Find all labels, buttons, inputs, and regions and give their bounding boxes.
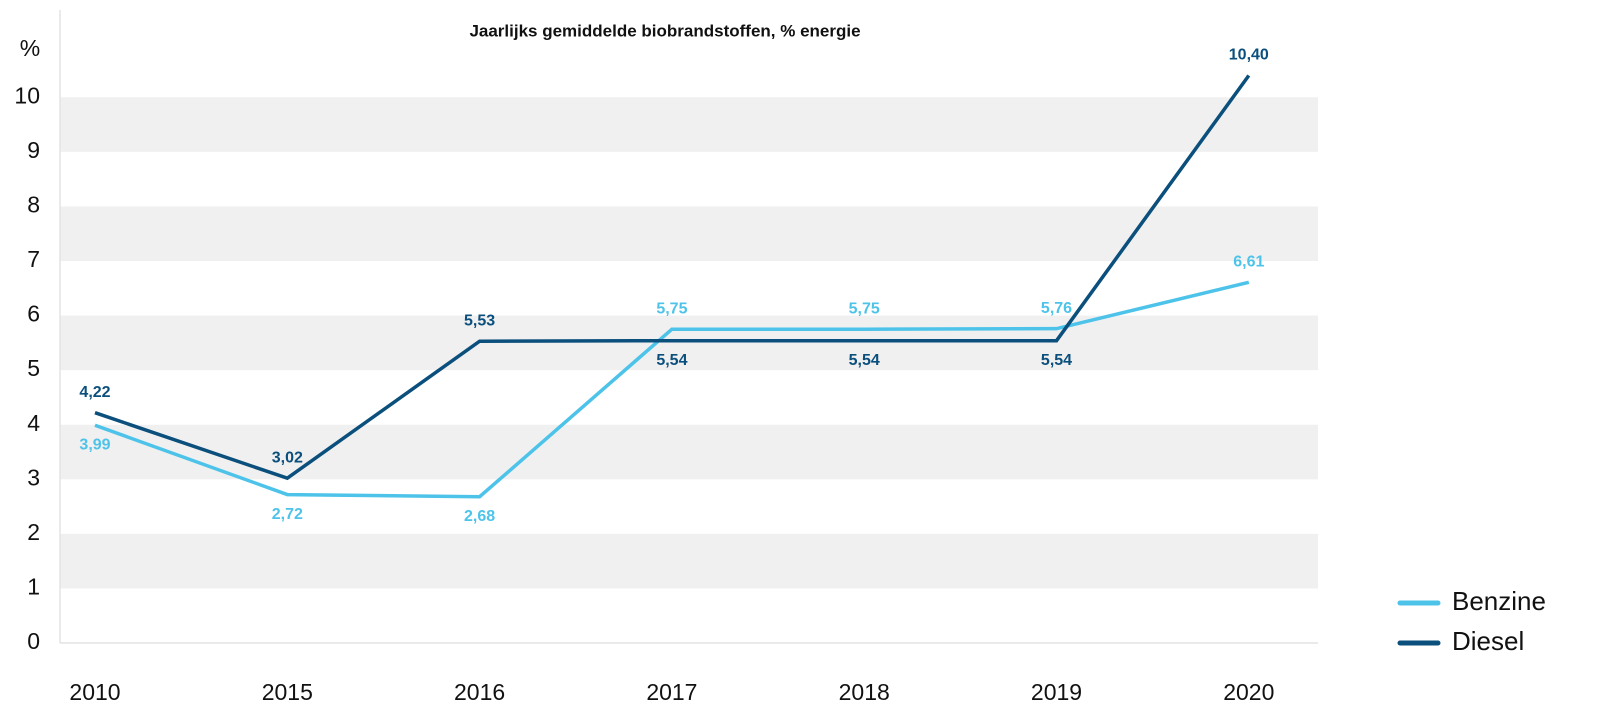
y-tick-label: 7 xyxy=(27,246,40,272)
data-label: 6,61 xyxy=(1233,254,1264,271)
chart-title: Jaarlijks gemiddelde biobrandstoffen, % … xyxy=(469,21,860,40)
data-label: 4,22 xyxy=(79,384,110,401)
grid-band xyxy=(60,315,1318,371)
y-tick-label: 2 xyxy=(27,519,40,545)
y-tick-label: 9 xyxy=(27,137,40,163)
data-label: 5,76 xyxy=(1041,300,1072,317)
x-tick-label: 2010 xyxy=(69,679,120,705)
y-tick-label: 5 xyxy=(27,355,40,381)
x-tick-label: 2017 xyxy=(646,679,697,705)
data-label: 3,99 xyxy=(79,436,110,453)
x-tick-label: 2019 xyxy=(1031,679,1082,705)
y-tick-label: 0 xyxy=(27,628,40,654)
grid-band xyxy=(60,533,1318,589)
x-tick-label: 2018 xyxy=(839,679,890,705)
y-tick-label: 10 xyxy=(14,82,40,108)
y-tick-label: 4 xyxy=(27,410,40,436)
data-label: 3,02 xyxy=(272,449,303,466)
x-tick-label: 2020 xyxy=(1223,679,1274,705)
data-label: 5,54 xyxy=(1041,352,1072,369)
data-label: 2,72 xyxy=(272,506,303,523)
data-label: 10,40 xyxy=(1229,47,1269,64)
y-tick-label: 1 xyxy=(27,574,40,600)
y-tick-label: 3 xyxy=(27,464,40,490)
grid-band xyxy=(60,97,1318,152)
x-tick-label: 2016 xyxy=(454,679,505,705)
y-tick-label: 8 xyxy=(27,192,40,218)
y-tick-label: 6 xyxy=(27,301,40,327)
data-label: 2,68 xyxy=(464,508,495,525)
data-line xyxy=(94,74,1251,481)
data-label: 5,54 xyxy=(656,352,687,369)
x-tick-label: 2015 xyxy=(262,679,313,705)
data-label: 5,53 xyxy=(464,312,495,329)
legend-label: Diesel xyxy=(1452,626,1524,656)
data-label: 5,75 xyxy=(656,300,687,317)
data-label: 5,75 xyxy=(849,300,880,317)
data-label: 5,54 xyxy=(849,352,880,369)
legend-label: Benzine xyxy=(1452,586,1546,616)
grid-band xyxy=(60,206,1318,262)
y-axis-label: % xyxy=(20,35,40,61)
data-line xyxy=(94,280,1250,499)
grid-band xyxy=(60,424,1318,480)
